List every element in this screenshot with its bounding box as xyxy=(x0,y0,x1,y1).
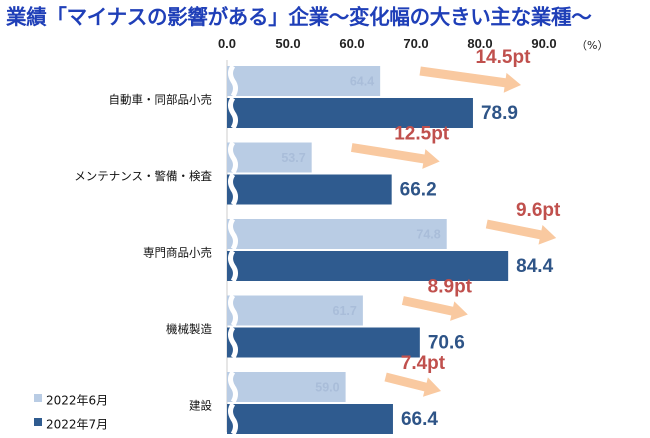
value-label-2022-06: 74.8 xyxy=(416,227,440,241)
bar-2022-07 xyxy=(227,174,392,205)
category-label: 建設 xyxy=(189,399,212,413)
bar-2022-07 xyxy=(227,404,393,434)
tick-label: 80.0 xyxy=(467,36,492,51)
difference-label: 9.6pt xyxy=(516,200,561,221)
change-arrow xyxy=(401,296,468,321)
axis-break-mark xyxy=(228,249,238,283)
bar-2022-06 xyxy=(227,66,381,96)
difference-label: 8.9pt xyxy=(428,277,473,298)
tick-label: 70.0 xyxy=(403,36,428,51)
axis-break-mark xyxy=(228,96,238,130)
change-arrow xyxy=(351,143,440,169)
bar-2022-06 xyxy=(227,142,312,173)
category-label: 専門商品小売 xyxy=(143,246,212,260)
axis-break-mark xyxy=(228,370,238,404)
change-arrow xyxy=(485,219,557,245)
legend-label: 2022年7月 xyxy=(46,418,108,432)
tick-label: 0.0 xyxy=(218,36,236,51)
category-label: 機械製造 xyxy=(166,322,212,336)
bar-2022-06 xyxy=(227,295,363,326)
tick-label: 50.0 xyxy=(275,36,300,51)
difference-label: 12.5pt xyxy=(394,124,450,145)
axis-break-mark xyxy=(228,64,238,98)
tick-label: 90.0 xyxy=(531,36,556,51)
category-label: 自動車・同部品小売 xyxy=(109,93,213,107)
bar-2022-07 xyxy=(227,251,509,281)
change-arrow xyxy=(384,372,441,397)
axis-break-mark xyxy=(228,294,238,327)
legend-swatch xyxy=(34,394,42,402)
difference-label: 14.5pt xyxy=(475,47,531,68)
axis-break-mark xyxy=(228,217,238,251)
axis-break-mark xyxy=(228,326,238,359)
difference-label: 7.4pt xyxy=(401,353,446,374)
value-label-2022-07: 84.4 xyxy=(516,256,553,277)
value-label-2022-07: 78.9 xyxy=(481,103,518,124)
axis-break-mark xyxy=(228,173,238,206)
bar-2022-06 xyxy=(227,372,346,402)
value-label-2022-06: 59.0 xyxy=(315,380,339,394)
axis-break-mark xyxy=(228,402,238,436)
unit-label: （%） xyxy=(576,39,608,52)
value-label-2022-07: 66.2 xyxy=(400,180,437,201)
value-label-2022-06: 64.4 xyxy=(350,74,374,88)
bar-2022-07 xyxy=(227,98,473,128)
axis-break-mark xyxy=(228,141,238,174)
chart-title: 業績「マイナスの影響がある」企業～変化幅の大きい主な業種～ xyxy=(6,5,592,29)
value-label-2022-06: 61.7 xyxy=(333,304,357,318)
legend-label: 2022年6月 xyxy=(46,394,108,408)
value-label-2022-06: 53.7 xyxy=(281,151,305,165)
bar-2022-07 xyxy=(227,327,420,358)
category-label: メンテナンス・警備・検査 xyxy=(74,169,212,183)
change-arrow xyxy=(419,66,521,93)
tick-label: 60.0 xyxy=(339,36,364,51)
legend-swatch xyxy=(34,418,42,426)
value-label-2022-07: 66.4 xyxy=(401,409,438,430)
value-label-2022-07: 70.6 xyxy=(428,333,465,354)
bar-2022-06 xyxy=(227,219,447,249)
